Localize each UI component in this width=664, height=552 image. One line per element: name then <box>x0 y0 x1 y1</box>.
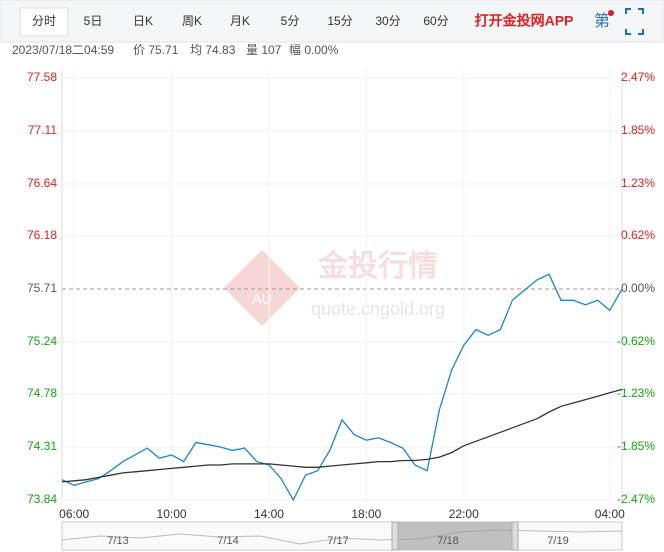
y-tick-label: 74.78 <box>27 386 57 400</box>
tab[interactable]: 30分 <box>375 14 400 28</box>
y-tick-label: 74.31 <box>27 439 57 453</box>
y2-tick-label: 0.00% <box>621 281 655 295</box>
navigator-window[interactable] <box>398 522 512 550</box>
tab[interactable]: 周K <box>182 14 202 28</box>
info-datetime: 2023/07/18二04:59 <box>12 43 114 57</box>
x-tick-label: 18:00 <box>351 507 381 521</box>
x-tick-label: 06:00 <box>59 507 89 521</box>
y2-tick-label: -2.47% <box>617 492 655 506</box>
y-tick-label: 75.24 <box>27 334 57 348</box>
y2-tick-label: -1.85% <box>617 439 655 453</box>
strategy-tab[interactable]: 第 <box>594 12 610 30</box>
navigator-handle[interactable] <box>511 521 519 551</box>
info-change: 幅 0.00% <box>289 42 339 57</box>
y-tick-label: 75.71 <box>27 281 57 295</box>
navigator-date: 7/14 <box>217 535 238 547</box>
y-tick-label: 76.64 <box>27 176 57 190</box>
y2-tick-label: -0.62% <box>617 334 655 348</box>
watermark-logo-text: AU <box>252 291 271 307</box>
navigator-line <box>61 529 623 545</box>
navigator-date: 7/19 <box>547 535 568 547</box>
tab[interactable]: 日K <box>133 14 153 28</box>
tab[interactable]: 5分 <box>281 14 300 28</box>
watermark-name: 金投行情 <box>317 249 438 283</box>
x-tick-label: 04:00 <box>595 507 625 521</box>
navigator-date: 7/18 <box>437 535 458 547</box>
y2-tick-label: -1.23% <box>617 386 655 400</box>
x-tick-label: 22:00 <box>449 507 479 521</box>
navigator-date: 7/17 <box>327 535 348 547</box>
tab[interactable]: 60分 <box>423 14 448 28</box>
tab[interactable]: 5日 <box>84 14 103 28</box>
tab[interactable]: 分时 <box>32 14 56 28</box>
y2-tick-label: 1.23% <box>621 176 655 190</box>
active-tab[interactable] <box>19 7 69 37</box>
watermark-url: quote.cngold.org <box>311 299 445 319</box>
y2-tick-label: 1.85% <box>621 123 655 137</box>
info-volume: 量 107 <box>246 43 282 57</box>
info-price: 价 75.71 <box>133 43 179 57</box>
y2-tick-label: 2.47% <box>621 70 655 84</box>
fullscreen-icon[interactable] <box>625 8 644 35</box>
tab[interactable]: 15分 <box>327 14 352 28</box>
y-tick-label: 77.58 <box>27 70 57 84</box>
y-tick-label: 76.18 <box>27 228 57 242</box>
navigator-handle[interactable] <box>391 521 399 551</box>
navigator-date: 7/13 <box>107 535 128 547</box>
y2-tick-label: 0.62% <box>621 228 655 242</box>
watermark: AU 金投行情 quote.cngold.org <box>224 249 445 326</box>
badge <box>608 10 614 16</box>
x-tick-label: 14:00 <box>254 507 284 521</box>
info-average: 均 74.83 <box>190 43 236 57</box>
tab[interactable]: 月K <box>230 14 250 28</box>
y-tick-label: 73.84 <box>27 492 57 506</box>
app-link[interactable]: 打开金投网APP <box>475 13 574 29</box>
y-tick-label: 77.11 <box>28 123 57 137</box>
price-line <box>61 273 623 502</box>
watermark-logo <box>224 250 300 326</box>
average-line <box>61 388 623 483</box>
toolbar <box>0 0 664 43</box>
x-tick-label: 10:00 <box>157 507 187 521</box>
